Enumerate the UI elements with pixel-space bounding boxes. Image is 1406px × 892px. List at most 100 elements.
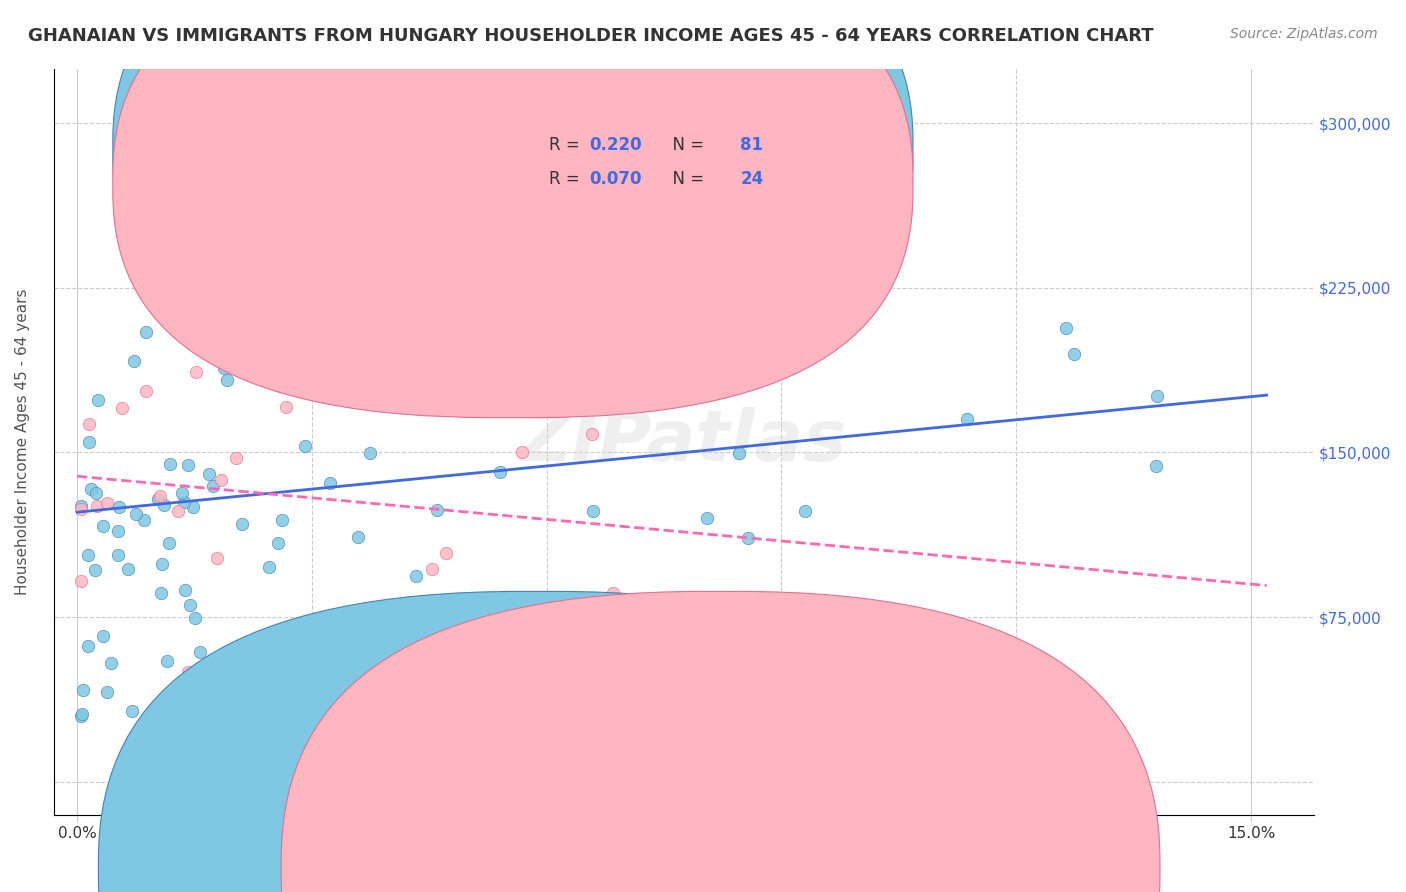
Ghanaians [231, 517, 253, 532]
Ghanaians [931, 708, 953, 723]
Ghanaians [146, 492, 169, 507]
Ghanaians [152, 498, 174, 512]
Immigrants from Hungary [77, 417, 100, 432]
Text: Immigrants from Hungary: Immigrants from Hungary [742, 862, 941, 876]
Ghanaians [117, 562, 139, 576]
Text: N =: N = [662, 136, 710, 153]
Ghanaians [70, 499, 93, 513]
Ghanaians [238, 164, 260, 178]
Ghanaians [273, 624, 295, 638]
Ghanaians [214, 361, 236, 376]
Ghanaians [121, 704, 143, 718]
Ghanaians [359, 446, 381, 460]
Ghanaians [72, 683, 94, 698]
Ghanaians [135, 325, 157, 339]
Ghanaians [332, 171, 354, 186]
Text: 24: 24 [741, 170, 763, 188]
Ghanaians [696, 511, 718, 525]
Ghanaians [96, 684, 118, 698]
Text: Source: ZipAtlas.com: Source: ZipAtlas.com [1230, 27, 1378, 41]
Immigrants from Hungary [207, 551, 229, 566]
Immigrants from Hungary [602, 586, 624, 600]
Ghanaians [716, 684, 738, 698]
Ghanaians [84, 563, 107, 577]
Ghanaians [1054, 321, 1077, 335]
Ghanaians [519, 334, 541, 348]
Ghanaians [201, 479, 224, 493]
Ghanaians [793, 504, 815, 518]
FancyBboxPatch shape [112, 0, 912, 384]
Ghanaians [150, 557, 173, 571]
Ghanaians [150, 586, 173, 600]
Ghanaians [181, 500, 204, 515]
Ghanaians [80, 483, 103, 497]
Immigrants from Hungary [439, 598, 461, 612]
Ghanaians [132, 513, 155, 527]
Immigrants from Hungary [420, 562, 443, 576]
Text: 0.220: 0.220 [589, 136, 641, 153]
Ghanaians [77, 434, 100, 449]
FancyBboxPatch shape [112, 0, 912, 417]
Ghanaians [70, 708, 93, 723]
Ghanaians [100, 656, 122, 670]
Immigrants from Hungary [70, 502, 93, 516]
Text: ZIPatlas: ZIPatlas [520, 407, 848, 476]
Ghanaians [233, 260, 256, 275]
Ghanaians [157, 535, 180, 549]
Immigrants from Hungary [280, 359, 302, 374]
Ghanaians [177, 458, 200, 473]
Text: N =: N = [662, 170, 710, 188]
Ghanaians [86, 486, 108, 500]
Ghanaians [491, 391, 513, 405]
Immigrants from Hungary [149, 489, 172, 503]
Immigrants from Hungary [274, 400, 297, 414]
Immigrants from Hungary [581, 427, 603, 442]
Ghanaians [955, 411, 977, 425]
Text: 0.070: 0.070 [589, 170, 641, 188]
Immigrants from Hungary [245, 640, 267, 655]
Ghanaians [1063, 346, 1085, 360]
Ghanaians [319, 476, 342, 491]
Immigrants from Hungary [209, 474, 232, 488]
Ghanaians [107, 549, 129, 563]
Immigrants from Hungary [86, 499, 108, 513]
Ghanaians [197, 467, 219, 481]
Ghanaians [107, 524, 129, 539]
Ghanaians [294, 439, 316, 453]
Ghanaians [347, 530, 370, 544]
Ghanaians [77, 639, 100, 653]
Ghanaians [496, 230, 519, 244]
Ghanaians [405, 569, 427, 583]
Immigrants from Hungary [135, 384, 157, 398]
Ghanaians [582, 504, 605, 518]
Immigrants from Hungary [70, 574, 93, 588]
Immigrants from Hungary [176, 665, 198, 679]
Ghanaians [70, 706, 93, 721]
Ghanaians [87, 392, 110, 407]
Ghanaians [122, 354, 145, 368]
Ghanaians [285, 171, 308, 186]
Ghanaians [91, 519, 114, 533]
Ghanaians [728, 446, 751, 460]
Ghanaians [77, 549, 100, 563]
FancyBboxPatch shape [463, 120, 841, 225]
Immigrants from Hungary [111, 401, 134, 416]
Ghanaians [173, 495, 195, 509]
Text: R =: R = [548, 170, 585, 188]
Ghanaians [91, 629, 114, 643]
Text: GHANAIAN VS IMMIGRANTS FROM HUNGARY HOUSEHOLDER INCOME AGES 45 - 64 YEARS CORREL: GHANAIAN VS IMMIGRANTS FROM HUNGARY HOUS… [28, 27, 1154, 45]
Immigrants from Hungary [166, 504, 188, 518]
Ghanaians [257, 560, 280, 574]
Ghanaians [179, 598, 201, 612]
Ghanaians [308, 171, 330, 186]
Ghanaians [271, 513, 294, 527]
Ghanaians [356, 171, 378, 186]
Text: Ghanaians: Ghanaians [560, 862, 641, 876]
Ghanaians [1146, 389, 1168, 403]
Ghanaians [190, 645, 212, 659]
Ghanaians [108, 500, 131, 514]
Ghanaians [267, 535, 290, 549]
Immigrants from Hungary [96, 496, 118, 510]
Immigrants from Hungary [434, 546, 457, 560]
Ghanaians [170, 486, 193, 500]
